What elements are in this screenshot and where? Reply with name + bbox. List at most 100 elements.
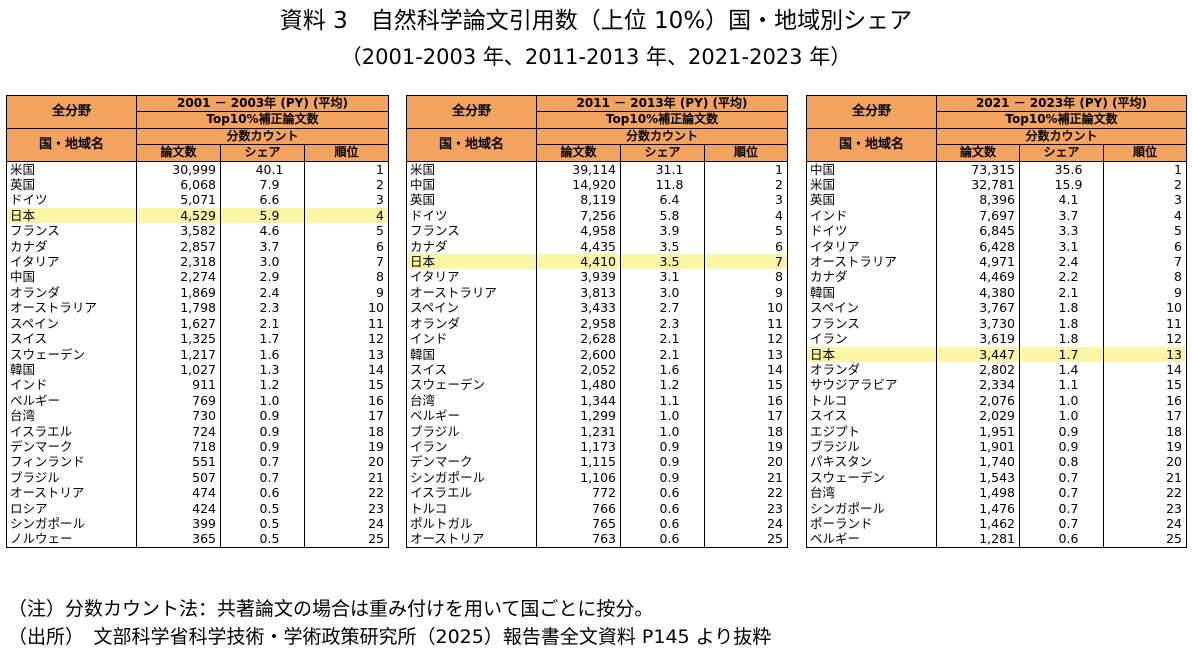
table-row: インド 911 1.2 15 [6, 377, 389, 393]
rank-cell: 1 [1103, 161, 1187, 178]
country-cell: カナダ [6, 238, 137, 255]
country-cell: サウジアラビア [806, 377, 937, 393]
country-cell: スペイン [6, 315, 137, 332]
share-cell: 0.5 [220, 500, 305, 516]
rank-cell: 24 [704, 515, 788, 532]
table-row: ノルウェー 365 0.5 25 [6, 531, 389, 548]
share-cell: 1.6 [620, 361, 705, 378]
rank-cell: 21 [704, 469, 788, 486]
share-cell: 5.9 [220, 207, 305, 224]
papers-cell: 7,697 [936, 207, 1020, 224]
country-cell: 日本 [406, 254, 537, 270]
papers-cell: 1,325 [136, 331, 221, 347]
rank-cell: 13 [704, 346, 788, 362]
table-row: スウェーデン 1,543 0.7 21 [806, 469, 1187, 486]
country-cell: スペイン [806, 300, 937, 316]
country-cell: ベルギー [6, 392, 137, 409]
table-row: イラン 3,619 1.8 12 [806, 331, 1187, 347]
country-cell: イラン [806, 331, 937, 347]
table-row: スウェーデン 1,480 1.2 15 [406, 377, 788, 393]
table-row: ベルギー 1,299 1.0 17 [406, 408, 788, 424]
rank-cell: 10 [1103, 300, 1187, 316]
papers-cell: 1,543 [936, 469, 1020, 486]
table-row: イスラエル 772 0.6 22 [406, 485, 788, 501]
papers-cell: 763 [536, 531, 621, 548]
share-cell: 6.6 [220, 192, 305, 208]
rank-cell: 6 [1103, 238, 1187, 255]
table-row: スイス 1,325 1.7 12 [6, 331, 389, 347]
papers-cell: 8,119 [536, 192, 621, 208]
rank-cell: 6 [304, 238, 389, 255]
share-cell: 4.6 [220, 223, 305, 239]
country-cell: 英国 [806, 192, 937, 208]
papers-cell: 1,480 [536, 377, 621, 393]
papers-cell: 765 [536, 515, 621, 532]
rank-cell: 1 [304, 161, 389, 178]
country-cell: 英国 [6, 177, 137, 193]
rank-cell: 25 [704, 531, 788, 548]
country-cell: オーストラリア [806, 254, 937, 270]
table-row: ロシア 424 0.5 23 [6, 500, 389, 516]
document-title: 資料 3 自然科学論文引用数（上位 10%）国・地域別シェア [279, 8, 913, 34]
share-cell: 2.1 [220, 315, 305, 332]
table-row: フィンランド 551 0.7 20 [6, 454, 389, 470]
papers-cell: 3,813 [536, 284, 621, 301]
rank-cell: 9 [304, 284, 389, 301]
share-cell: 0.6 [1019, 531, 1104, 548]
share-cell: 1.8 [1019, 315, 1104, 332]
share-cell: 1.1 [1019, 377, 1104, 393]
country-cell: 中国 [406, 177, 537, 193]
table-row: シンガポール 1,476 0.7 23 [806, 500, 1187, 516]
share-cell: 0.9 [620, 469, 705, 486]
rank-cell: 2 [1103, 177, 1187, 193]
header-share: シェア [620, 144, 705, 162]
papers-cell: 769 [136, 392, 221, 409]
share-cell: 2.4 [1019, 254, 1104, 270]
header-field: 全分野 [6, 95, 137, 129]
papers-cell: 1,476 [936, 500, 1020, 516]
header-papers: 論文数 [536, 144, 621, 162]
papers-cell: 39,114 [536, 161, 621, 178]
rank-cell: 5 [1103, 223, 1187, 239]
country-cell: ドイツ [806, 223, 937, 239]
country-cell: イタリア [6, 254, 137, 270]
table-row: イタリア 2,318 3.0 7 [6, 254, 389, 270]
rank-cell: 18 [304, 423, 389, 439]
country-cell: トルコ [406, 500, 537, 516]
share-cell: 1.0 [1019, 408, 1104, 424]
header-period: 2001 － 2003年 (PY) (平均) [136, 94, 389, 113]
rank-cell: 17 [1103, 408, 1187, 424]
papers-cell: 4,410 [536, 254, 621, 270]
share-cell: 5.8 [620, 207, 705, 224]
table-row: サウジアラビア 2,334 1.1 15 [806, 377, 1187, 393]
rank-cell: 17 [704, 408, 788, 424]
rank-cell: 4 [304, 207, 389, 224]
rank-cell: 4 [1103, 207, 1187, 224]
footnote: （注）分数カウント法：共著論文の場合は重み付けを用いて国ごとに按分。 [8, 598, 654, 620]
papers-cell: 365 [136, 531, 221, 548]
rank-cell: 16 [304, 392, 389, 409]
share-cell: 31.1 [620, 161, 705, 178]
papers-cell: 6,428 [936, 238, 1020, 255]
share-cell: 2.7 [620, 300, 705, 316]
rank-cell: 15 [304, 377, 389, 393]
rank-cell: 12 [704, 331, 788, 347]
share-cell: 0.7 [1019, 485, 1104, 501]
share-cell: 35.6 [1019, 161, 1104, 178]
table-row: オランダ 1,869 2.4 9 [6, 284, 389, 301]
table-row: スペイン 3,433 2.7 10 [406, 300, 788, 316]
papers-cell: 3,433 [536, 300, 621, 316]
table-row: 日本 4,410 3.5 7 [406, 254, 788, 270]
rank-cell: 20 [1103, 454, 1187, 470]
papers-cell: 3,619 [936, 331, 1020, 347]
rank-cell: 9 [1103, 284, 1187, 301]
share-cell: 0.9 [620, 454, 705, 470]
share-cell: 0.6 [620, 515, 705, 532]
document-subtitle: （2001-2003 年、2011-2013 年、2021-2023 年） [340, 45, 852, 69]
table-row: オランダ 2,958 2.3 11 [406, 315, 788, 332]
share-cell: 0.6 [620, 485, 705, 501]
table-row: カナダ 4,469 2.2 8 [806, 269, 1187, 285]
share-cell: 0.9 [1019, 438, 1104, 455]
country-cell: ベルギー [406, 408, 537, 424]
rank-cell: 13 [304, 346, 389, 362]
